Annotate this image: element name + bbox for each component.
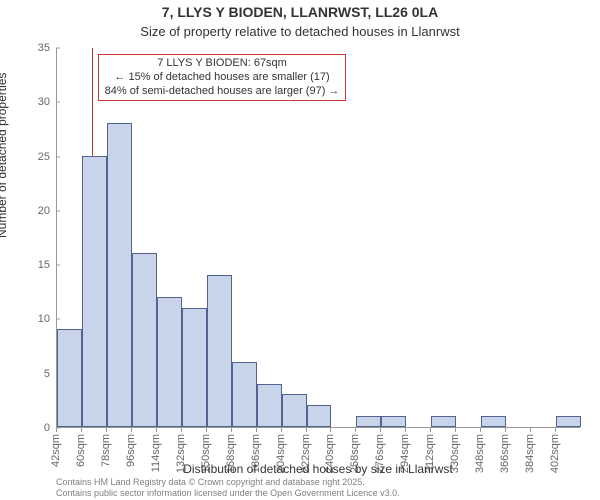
x-tick-mark <box>231 428 232 432</box>
bar <box>481 416 506 427</box>
footer-line-2: Contains public sector information licen… <box>56 488 400 498</box>
bar <box>57 329 82 427</box>
bar <box>232 362 257 427</box>
x-tick-mark <box>156 428 157 432</box>
x-tick-mark <box>380 428 381 432</box>
footer: Contains HM Land Registry data © Crown c… <box>56 477 400 498</box>
callout-line-2: ← 15% of detached houses are smaller (17… <box>105 71 340 85</box>
x-tick-mark <box>181 428 182 432</box>
y-tick-label: 20 <box>0 205 56 217</box>
y-tick-label: 10 <box>0 313 56 325</box>
x-tick-mark <box>56 428 57 432</box>
x-tick-mark <box>106 428 107 432</box>
y-tick-label: 5 <box>0 368 56 380</box>
x-tick-mark <box>355 428 356 432</box>
y-tick-label: 15 <box>0 259 56 271</box>
chart-title: 7, LLYS Y BIODEN, LLANRWST, LL26 0LA <box>0 4 600 20</box>
y-tick-label: 0 <box>0 422 56 434</box>
callout-box: 7 LLYS Y BIODEN: 67sqm ← 15% of detached… <box>98 54 347 101</box>
x-tick-mark <box>281 428 282 432</box>
chart-container: 7, LLYS Y BIODEN, LLANRWST, LL26 0LA Siz… <box>0 0 600 500</box>
bar <box>132 253 157 427</box>
bar <box>157 297 182 427</box>
bar <box>307 405 332 427</box>
plot-area: 7 LLYS Y BIODEN: 67sqm ← 15% of detached… <box>56 48 580 428</box>
bar <box>82 156 107 427</box>
bar <box>207 275 232 427</box>
bar <box>257 384 282 427</box>
bar <box>431 416 456 427</box>
y-tick-label: 30 <box>0 96 56 108</box>
bar <box>182 308 207 427</box>
x-tick-mark <box>430 428 431 432</box>
y-tick-label: 35 <box>0 42 56 54</box>
x-axis-label: Distribution of detached houses by size … <box>56 462 580 476</box>
x-tick-mark <box>455 428 456 432</box>
x-tick-mark <box>405 428 406 432</box>
bar <box>107 123 132 427</box>
x-tick-mark <box>306 428 307 432</box>
callout-line-1: 7 LLYS Y BIODEN: 67sqm <box>105 57 340 71</box>
x-tick-mark <box>505 428 506 432</box>
x-tick-mark <box>330 428 331 432</box>
x-tick-mark <box>131 428 132 432</box>
bar <box>381 416 406 427</box>
x-tick-mark <box>206 428 207 432</box>
x-tick-mark <box>555 428 556 432</box>
footer-line-1: Contains HM Land Registry data © Crown c… <box>56 477 400 487</box>
bar <box>282 394 307 427</box>
bar <box>556 416 581 427</box>
chart-subtitle: Size of property relative to detached ho… <box>0 24 600 39</box>
callout-line-3: 84% of semi-detached houses are larger (… <box>105 85 340 99</box>
x-tick-mark <box>256 428 257 432</box>
x-tick-mark <box>480 428 481 432</box>
x-tick-mark <box>530 428 531 432</box>
y-tick-label: 25 <box>0 151 56 163</box>
bar <box>356 416 381 427</box>
x-tick-mark <box>81 428 82 432</box>
